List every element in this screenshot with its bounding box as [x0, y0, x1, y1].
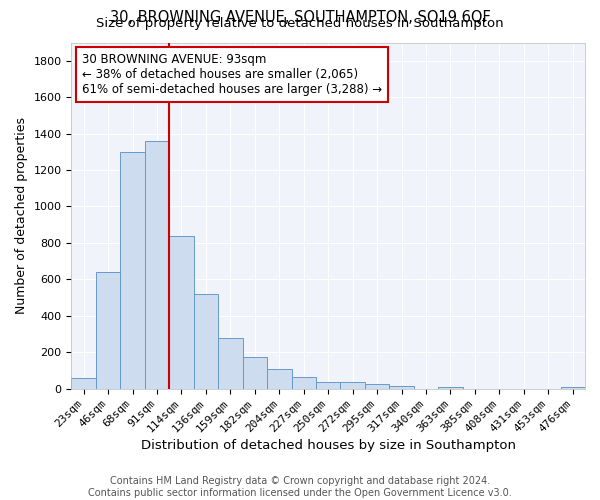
Text: 30, BROWNING AVENUE, SOUTHAMPTON, SO19 6QF: 30, BROWNING AVENUE, SOUTHAMPTON, SO19 6…	[110, 10, 490, 25]
Bar	[194, 294, 218, 388]
Text: Contains HM Land Registry data © Crown copyright and database right 2024.
Contai: Contains HM Land Registry data © Crown c…	[88, 476, 512, 498]
Bar	[292, 376, 316, 388]
Bar	[242, 356, 267, 388]
Text: 30 BROWNING AVENUE: 93sqm
← 38% of detached houses are smaller (2,065)
61% of se: 30 BROWNING AVENUE: 93sqm ← 38% of detac…	[82, 53, 382, 96]
Bar	[71, 378, 96, 388]
Bar	[560, 386, 585, 388]
Y-axis label: Number of detached properties: Number of detached properties	[15, 117, 28, 314]
Bar	[121, 152, 145, 388]
Bar	[438, 386, 463, 388]
Bar	[316, 382, 340, 388]
Bar	[169, 236, 194, 388]
Bar	[218, 338, 242, 388]
Bar	[96, 272, 121, 388]
Bar	[145, 141, 169, 388]
Text: Size of property relative to detached houses in Southampton: Size of property relative to detached ho…	[96, 18, 504, 30]
Bar	[340, 382, 365, 388]
Bar	[267, 370, 292, 388]
Bar	[389, 386, 414, 388]
Bar	[365, 384, 389, 388]
X-axis label: Distribution of detached houses by size in Southampton: Distribution of detached houses by size …	[141, 440, 516, 452]
